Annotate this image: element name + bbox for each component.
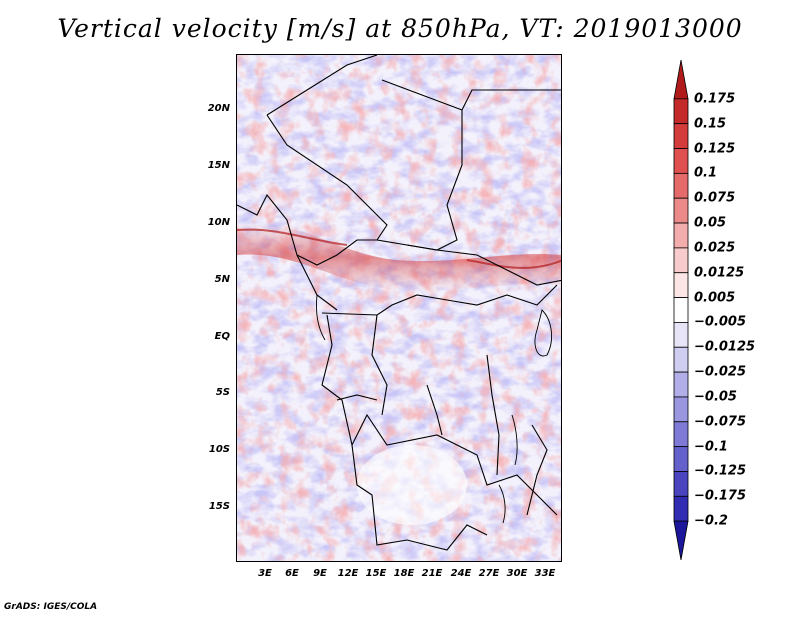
lon-label: 33E <box>534 568 556 579</box>
lon-label: 21E <box>421 568 443 579</box>
colorbar-label: −0.0125 <box>694 339 756 355</box>
lon-label: 27E <box>478 568 500 579</box>
colorbar-label: −0.125 <box>694 463 747 479</box>
colorbar-label: 0.125 <box>694 141 736 157</box>
vertical-velocity-field <box>237 55 561 561</box>
colorbar-label: 0.15 <box>694 116 727 132</box>
colorbar-segment <box>673 148 689 174</box>
colorbar-segment <box>673 322 689 348</box>
colorbar-label: 0.0125 <box>694 265 745 281</box>
colorbar-segment <box>673 446 689 472</box>
colorbar-segment <box>673 346 689 373</box>
lat-label: 15S <box>208 501 230 512</box>
lon-label: 24E <box>450 568 472 579</box>
colorbar-label: 0.1 <box>694 165 718 181</box>
lon-label: 6E <box>285 568 299 579</box>
lat-label: EQ <box>214 331 230 342</box>
colorbar-label: −0.025 <box>694 364 747 380</box>
colorbar-label: −0.075 <box>694 414 747 430</box>
lat-label: 5N <box>214 274 230 285</box>
colorbar-label: 0.025 <box>694 240 736 256</box>
colorbar-label: 0.075 <box>694 190 736 206</box>
colorbar-segment <box>673 495 689 522</box>
colorbar-segment <box>673 396 689 423</box>
colorbar-segment <box>673 172 689 199</box>
lon-label: 18E <box>393 568 415 579</box>
colorbar-label: −0.2 <box>694 513 728 529</box>
lon-label: 3E <box>258 568 272 579</box>
lat-label: 10S <box>208 444 230 455</box>
lon-label: 9E <box>313 568 327 579</box>
map-panel <box>236 54 562 562</box>
colorbar-segment <box>673 247 689 274</box>
colorbar-segment <box>673 123 689 149</box>
grads-credit: GrADS: IGES/COLA <box>4 602 98 612</box>
lat-label: 5S <box>215 387 230 398</box>
colorbar-label: −0.1 <box>694 439 728 455</box>
colorbar-label: −0.05 <box>694 389 737 405</box>
chart-title: Vertical velocity [m/s] at 850hPa, VT: 2… <box>57 14 743 43</box>
lon-label: 30E <box>506 568 528 579</box>
colorbar-label: −0.005 <box>694 314 747 330</box>
colorbar-label: 0.05 <box>694 215 727 231</box>
colorbar-segment <box>673 471 689 497</box>
lon-label: 15E <box>365 568 387 579</box>
lon-label: 12E <box>337 568 359 579</box>
colorbar-segment <box>673 421 689 448</box>
colorbar-segment <box>673 60 689 100</box>
colorbar-label: −0.175 <box>694 488 747 504</box>
colorbar-segment <box>673 297 689 323</box>
colorbar-segment <box>673 197 689 224</box>
lat-label: 10N <box>207 217 230 228</box>
colorbar-segment <box>673 272 689 298</box>
colorbar-segment <box>673 98 689 125</box>
lat-label: 15N <box>207 160 230 171</box>
colorbar-label: 0.005 <box>694 290 736 306</box>
colorbar <box>673 60 689 560</box>
lat-label: 20N <box>207 103 230 114</box>
colorbar-label: 0.175 <box>694 91 736 107</box>
colorbar-segment <box>673 371 689 398</box>
colorbar-segment <box>673 222 689 249</box>
colorbar-segment <box>673 520 689 560</box>
